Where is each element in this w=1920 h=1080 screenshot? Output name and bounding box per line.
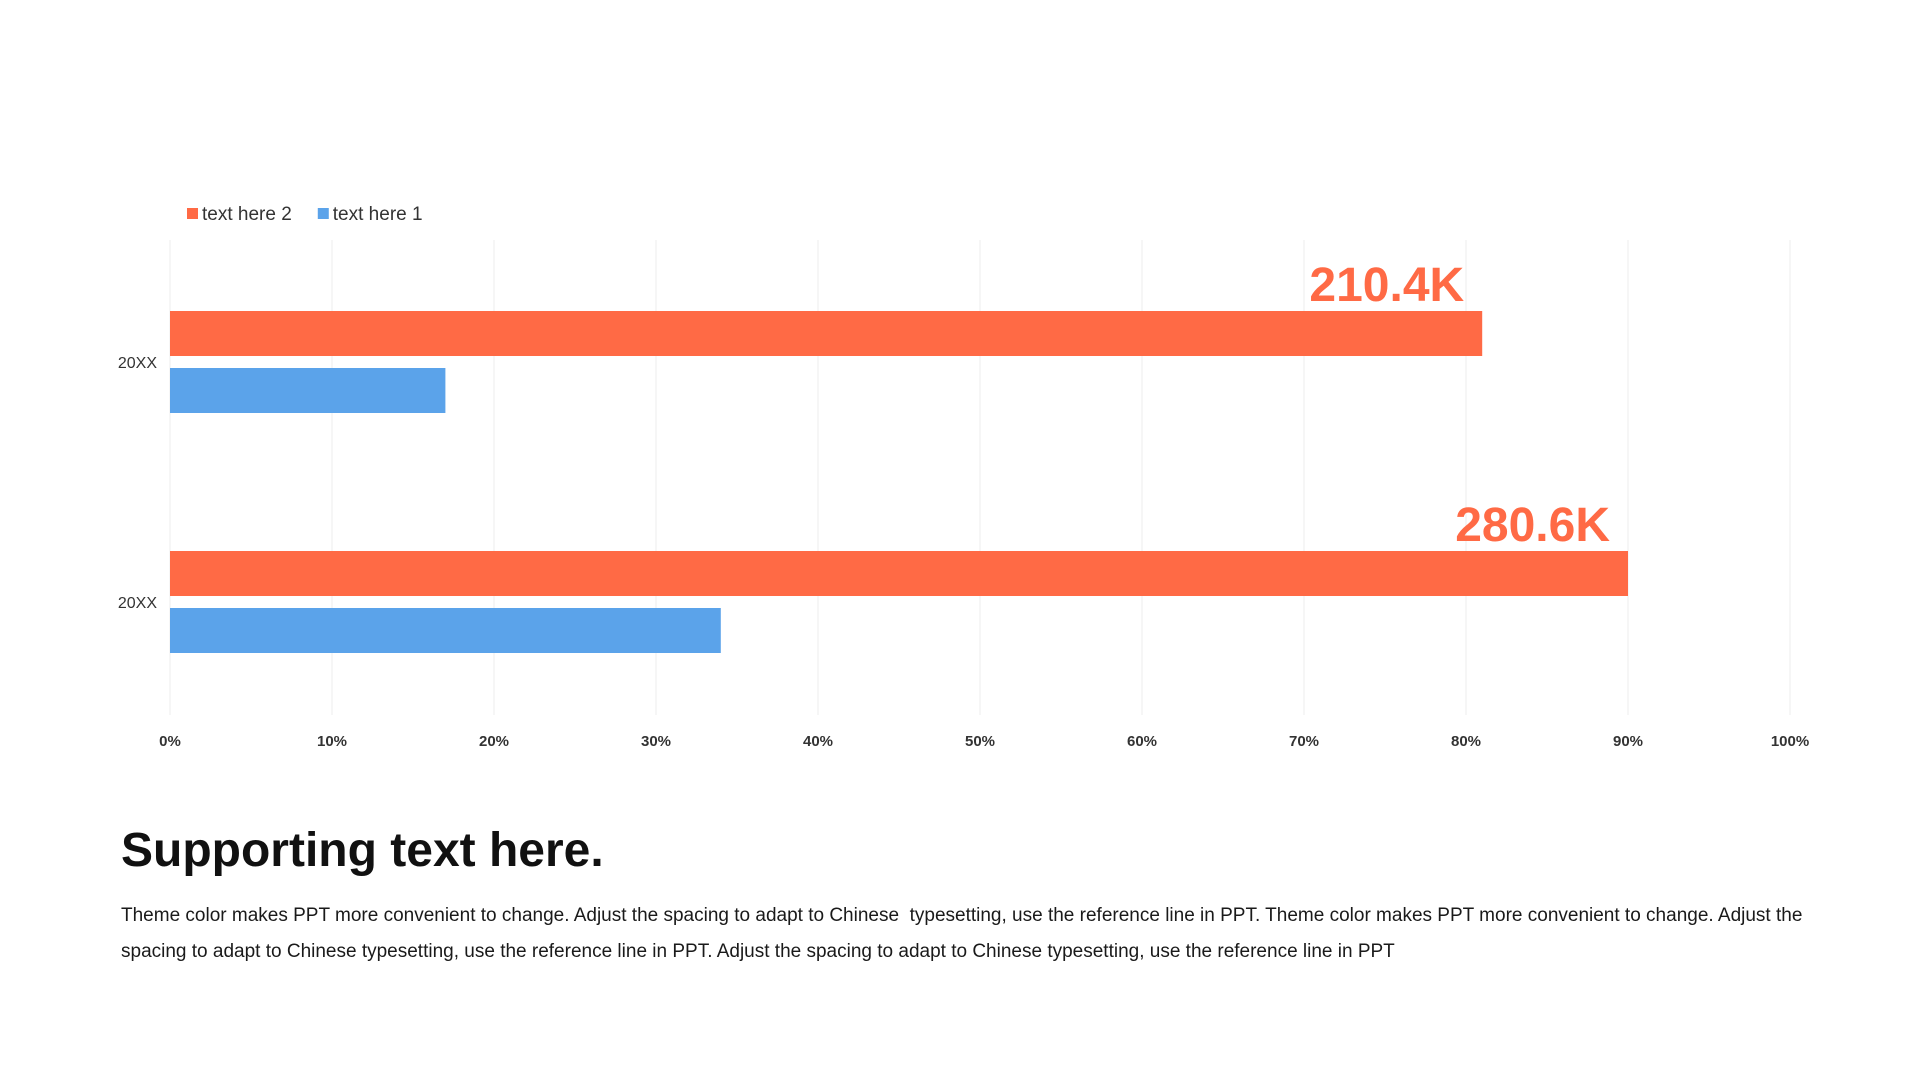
chart-x-axis-ticks: 0% 10% 20% 30% 40% 50% 60% 70% 80% 90% 100%: [159, 733, 1809, 750]
x-tick-label: 30%: [641, 733, 671, 750]
legend-label: text here 2: [202, 204, 292, 225]
x-tick-label: 10%: [317, 733, 347, 750]
x-tick-label: 60%: [1127, 733, 1157, 750]
chart-bars: [170, 311, 1628, 653]
legend-label: text here 1: [333, 204, 423, 225]
supporting-title: Supporting text here.: [121, 824, 604, 877]
x-tick-label: 40%: [803, 733, 833, 750]
bar: [170, 368, 446, 413]
x-tick-label: 70%: [1289, 733, 1319, 750]
supporting-body: Theme color makes PPT more convenient to…: [121, 905, 1808, 962]
x-tick-label: 20%: [479, 733, 509, 750]
bar-chart: text here 2 text here 1 210.4K 280.6K 20XX…: [118, 204, 1809, 750]
x-tick-label: 90%: [1613, 733, 1643, 750]
x-tick-label: 50%: [965, 733, 995, 750]
x-tick-label: 80%: [1451, 733, 1481, 750]
category-label: 20XX: [118, 595, 157, 612]
data-label: 280.6K: [1455, 499, 1610, 552]
bar: [170, 311, 1483, 356]
legend-swatch: [317, 208, 329, 219]
supporting-text-block: Supporting text here. Theme color makes …: [121, 822, 1821, 970]
bar: [170, 551, 1628, 596]
chart-category-labels: 20XX 20XX: [118, 355, 157, 612]
category-label: 20XX: [118, 355, 157, 372]
chart-legend: text here 2 text here 1: [187, 204, 423, 225]
legend-swatch: [187, 208, 198, 219]
chart-data-labels: 210.4K 280.6K: [1309, 259, 1610, 552]
x-tick-label: 100%: [1771, 733, 1809, 750]
bar: [170, 608, 721, 653]
x-tick-label: 0%: [159, 733, 181, 750]
data-label: 210.4K: [1309, 259, 1464, 312]
